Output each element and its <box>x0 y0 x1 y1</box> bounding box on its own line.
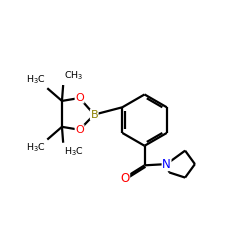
Text: O: O <box>75 125 84 135</box>
Text: B: B <box>90 110 98 120</box>
Text: O: O <box>120 172 130 185</box>
Text: H$_3$C: H$_3$C <box>26 141 46 154</box>
Text: CH$_3$: CH$_3$ <box>64 70 84 82</box>
Text: O: O <box>75 93 84 103</box>
Text: N: N <box>162 158 171 170</box>
Text: H$_3$C: H$_3$C <box>26 74 46 86</box>
Text: H$_3$C: H$_3$C <box>64 145 84 158</box>
